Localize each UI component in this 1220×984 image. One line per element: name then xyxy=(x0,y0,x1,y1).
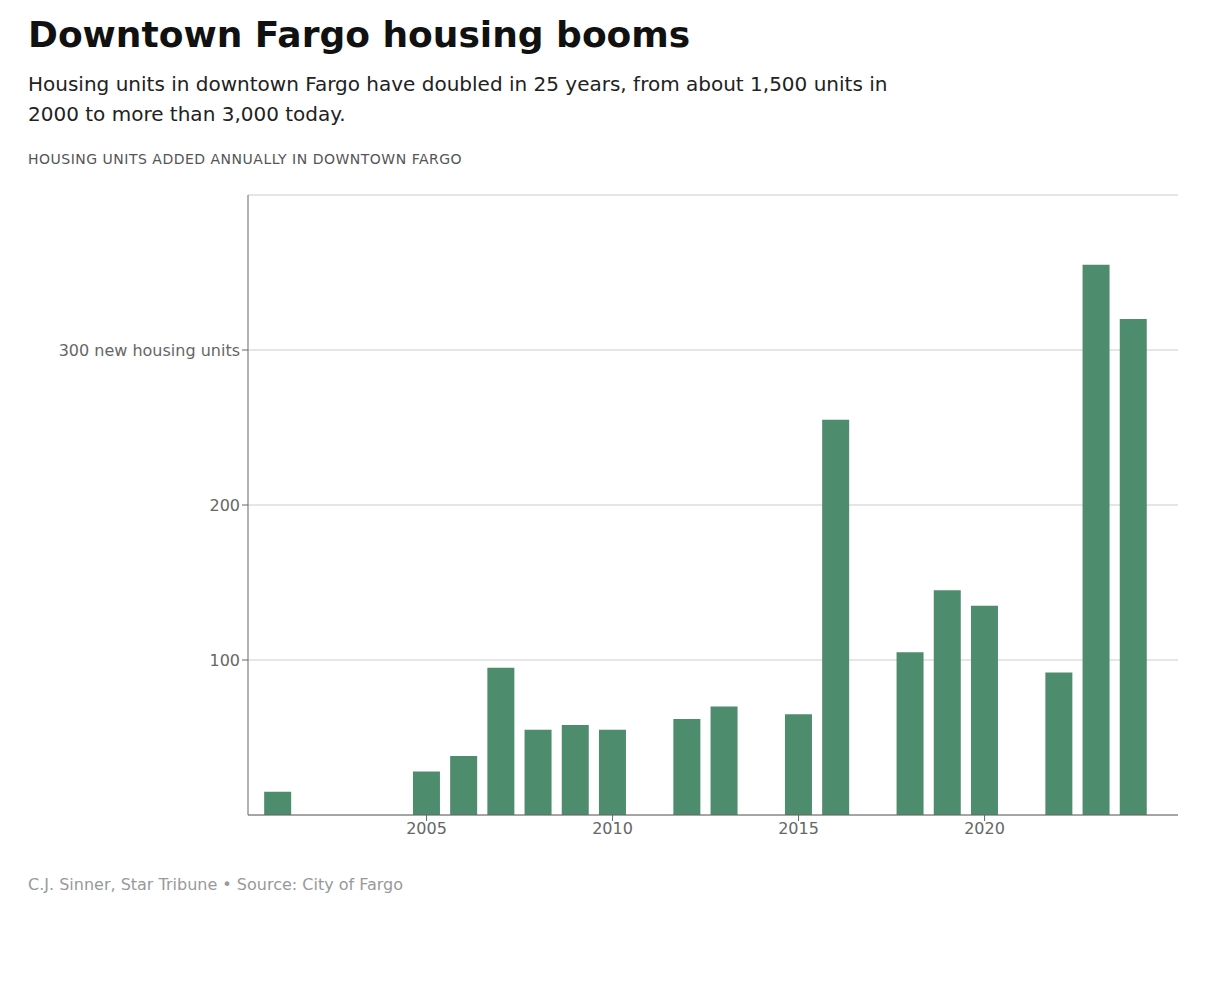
html-text:Housing units in downtown Farg: Housing units in downtown Fargo have dou… xyxy=(28,72,888,126)
svg-text:300 new housing units: 300 new housing units xyxy=(59,341,240,360)
html-text:C.J. Sinner, Star Tribune • So: C.J. Sinner, Star Tribune • Source: City… xyxy=(28,875,403,894)
svg-text:2010: 2010 xyxy=(592,819,633,838)
svg-text:200: 200 xyxy=(209,496,240,515)
html-text:Downtown Fargo housing booms: Downtown Fargo housing booms xyxy=(28,14,691,55)
svg-text:2005: 2005 xyxy=(406,819,447,838)
svg-text:2015: 2015 xyxy=(778,819,819,838)
svg-text:100: 100 xyxy=(209,651,240,670)
html-text:HOUSING UNITS ADDED ANNUALLY I: HOUSING UNITS ADDED ANNUALLY IN DOWNTOWN… xyxy=(28,151,463,167)
svg-text:2020: 2020 xyxy=(964,819,1005,838)
